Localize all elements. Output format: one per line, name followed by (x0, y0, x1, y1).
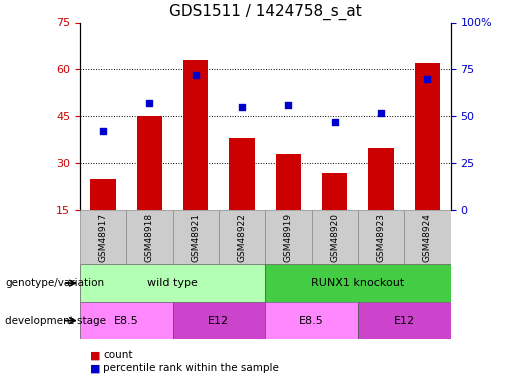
Point (331, 119, 339, 125)
Bar (322, 172, 348, 257)
Text: genotype/variation: genotype/variation (5, 278, 104, 288)
Text: GSM48919: GSM48919 (284, 213, 293, 262)
Bar (358, 302, 451, 339)
Text: E12: E12 (208, 316, 230, 326)
Point (145, 100, 153, 106)
Bar (90, 179, 116, 257)
Text: ■: ■ (90, 351, 100, 360)
Bar (136, 116, 162, 257)
Text: percentile rank within the sample: percentile rank within the sample (103, 363, 279, 373)
Text: E8.5: E8.5 (299, 316, 324, 326)
Text: GSM48924: GSM48924 (423, 213, 432, 262)
Point (377, 110, 385, 116)
Text: GSM48918: GSM48918 (145, 213, 154, 262)
Bar (173, 302, 265, 339)
Point (238, 104, 246, 110)
Text: GSM48920: GSM48920 (330, 213, 339, 262)
Bar (265, 210, 312, 264)
Text: GSM48917: GSM48917 (98, 213, 108, 262)
Text: wild type: wild type (147, 278, 198, 288)
Bar (404, 210, 451, 264)
Bar (229, 138, 255, 257)
Bar (312, 210, 358, 264)
Text: ■: ■ (90, 363, 100, 373)
Point (192, 72, 200, 78)
Text: GSM48921: GSM48921 (191, 213, 200, 262)
Bar (265, 264, 451, 302)
Bar (126, 210, 173, 264)
Bar (276, 154, 301, 257)
Title: GDS1511 / 1424758_s_at: GDS1511 / 1424758_s_at (169, 3, 362, 20)
Bar (415, 63, 440, 257)
Text: RUNX1 knockout: RUNX1 knockout (311, 278, 405, 288)
Bar (173, 210, 219, 264)
Text: GSM48922: GSM48922 (237, 213, 247, 262)
Bar (358, 210, 404, 264)
Text: GSM48923: GSM48923 (376, 213, 386, 262)
Bar (219, 210, 265, 264)
Text: development stage: development stage (5, 316, 106, 326)
Point (284, 102, 293, 108)
Point (423, 76, 432, 82)
Bar (368, 147, 394, 257)
Text: count: count (103, 351, 132, 360)
Bar (265, 302, 358, 339)
Bar (183, 60, 209, 257)
Bar (80, 302, 173, 339)
Point (99, 128, 107, 134)
Bar (80, 210, 126, 264)
Text: E12: E12 (393, 316, 415, 326)
Text: E8.5: E8.5 (114, 316, 139, 326)
Bar (80, 264, 265, 302)
